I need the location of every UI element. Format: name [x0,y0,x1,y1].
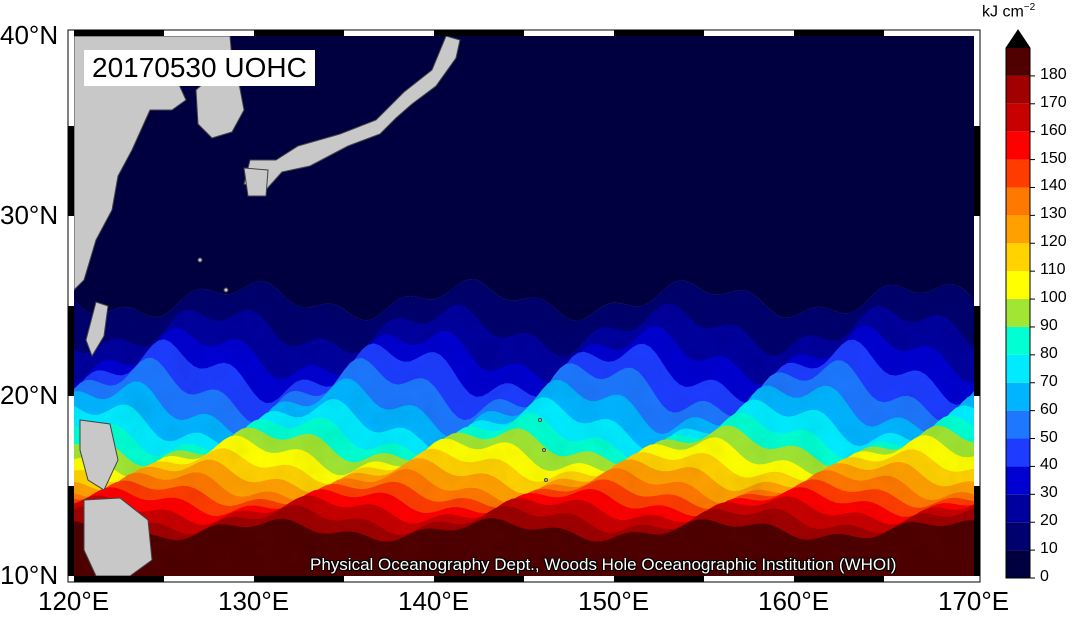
land-japan [243,36,461,193]
land-philippine-islands [83,497,153,576]
colorbar-tick-label: 50 [1040,428,1058,446]
colorbar-tick-label: 80 [1040,344,1058,362]
colorbar-tick-label: 70 [1040,372,1058,390]
frame-segment [794,30,884,36]
frame-outline [67,29,981,583]
colorbar-swatch [1006,103,1030,132]
colorbar-tick-label: 10 [1040,540,1058,558]
credit-text: Physical Oceanography Dept., Woods Hole … [310,555,897,574]
colorbar-tick-label: 30 [1040,484,1058,502]
frame-segment [524,576,614,582]
map-title: 20170530 UOHC [84,50,315,86]
colorbar-swatch [1006,187,1030,216]
land-masses [74,36,548,576]
colorbar-tick-label: 0 [1040,568,1049,585]
frame-segment [74,30,164,36]
colorbar-swatch [1006,326,1030,355]
frame-segment [68,396,74,486]
frame-segment [344,576,434,582]
colorbar-tick-label: 150 [1040,149,1067,167]
longitude-tick-label: 150°E [578,586,650,616]
colorbar-swatch [1006,550,1030,578]
colorbar-tick-label: 60 [1040,400,1058,418]
frame-segment [434,576,524,582]
colorbar-swatch [1006,438,1030,467]
frame-segment [974,126,980,216]
colorbar-swatch [1006,410,1030,439]
frame-segment [68,486,74,576]
frame-segment [164,30,254,36]
longitude-tick-label: 170°E [938,586,1010,616]
longitude-tick-label: 130°E [218,586,290,616]
frame-segment [614,576,704,582]
colorbar-units: kJ cm−2 [982,2,1036,21]
frame-segment [68,216,74,306]
frame-segment [164,576,254,582]
frame-segment [704,576,794,582]
colorbar-swatch [1006,243,1030,272]
frame-segment [794,576,884,582]
colorbar-swatch [1006,522,1030,551]
frame-segment [344,30,434,36]
colorbar-swatch [1006,299,1030,327]
colorbar-tick-label: 90 [1040,316,1058,334]
frame-segment [74,576,164,582]
frame-segment [68,306,74,396]
frame-segment [974,216,980,306]
colorbar-swatch [1006,354,1030,383]
colorbar-swatch [1006,215,1030,244]
frame-segment [704,30,794,36]
longitude-tick-label: 160°E [758,586,830,616]
longitude-tick-label: 140°E [398,586,470,616]
colorbar-swatch [1006,494,1030,523]
colorbar-tick-label: 170 [1040,93,1067,111]
longitude-tick-label: 120°E [38,586,110,616]
colorbar-outline [1005,29,1031,579]
colorbar-swatch [1006,75,1030,104]
colorbar-swatch [1006,466,1030,495]
colorbar-swatch [1006,382,1030,411]
heat-bands [74,279,974,576]
frame-segment [974,486,980,576]
colorbar-swatch [1006,48,1030,76]
frame-segment [884,576,974,582]
frame-segment [254,576,344,582]
frame-segment [614,30,704,36]
colorbar-tick-label: 160 [1040,121,1067,139]
latitude-tick-label: 40°N [0,20,59,50]
frame-segment [974,36,980,126]
colorbar-tick-label: 130 [1040,205,1067,223]
frame-segment [974,396,980,486]
colorbar-swatch [1006,271,1030,300]
frame-segment [434,30,524,36]
colorbar-swatch [1006,159,1030,188]
colorbar-tick-label: 20 [1040,512,1058,530]
frame-segment [68,126,74,216]
land-kyushu [243,167,269,197]
colorbar-tick-label: 40 [1040,456,1058,474]
frame-segment [884,30,974,36]
latitude-tick-label: 30°N [0,200,59,230]
colorbar-overflow-triangle [1006,30,1030,48]
colorbar-tick-label: 100 [1040,289,1067,307]
colorbar-tick-label: 110 [1040,261,1066,279]
colorbar [1005,29,1035,579]
colorbar-swatch [1006,131,1030,160]
frame-segment [68,36,74,126]
frame-segment [524,30,614,36]
colorbar-tick-label: 180 [1040,65,1067,83]
latitude-tick-label: 20°N [0,380,59,410]
frame-segment [974,306,980,396]
heat-band [74,518,974,576]
map-plot-area [74,36,974,576]
land-taiwan [85,301,109,358]
colorbar-tick-label: 120 [1040,233,1067,251]
latitude-tick-label: 10°N [0,560,59,590]
map-frame [67,29,981,583]
land-luzon [79,419,119,491]
colorbar-tick-label: 140 [1040,177,1067,195]
frame-segment [254,30,344,36]
